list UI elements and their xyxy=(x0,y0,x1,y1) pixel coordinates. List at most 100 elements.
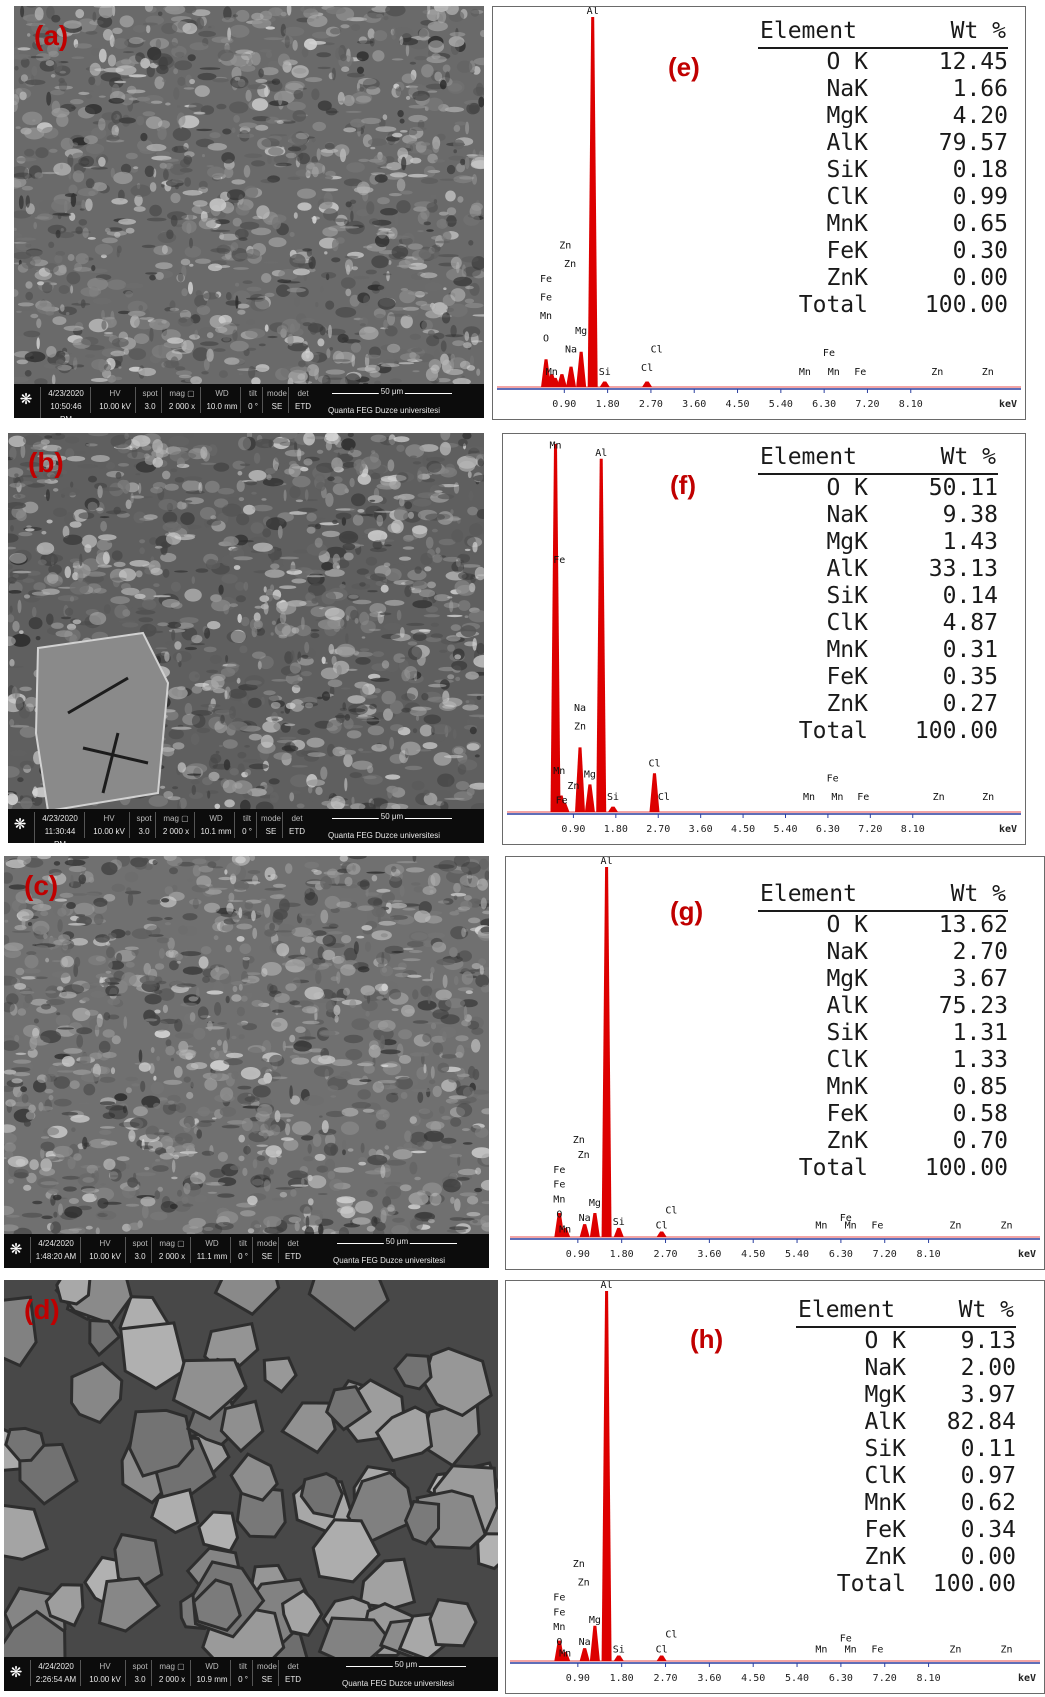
sem-surface-texture xyxy=(4,856,489,1234)
scale-bar-label: 50 μm xyxy=(378,812,406,821)
info-det: det ETD xyxy=(282,812,311,838)
peak-label: Al xyxy=(595,448,607,459)
eds-panel-label: (f) xyxy=(670,470,696,500)
peak-label: Fe xyxy=(553,1165,565,1176)
table-header: Element Wt % xyxy=(758,18,1008,49)
scale-bar-label: 50 μm xyxy=(378,387,406,396)
sem-info-bar: ❋ 4/23/2020 11:30:44 PM HV 10.00 kV spot 3.0 ma… xyxy=(8,809,484,843)
element-name: NaK xyxy=(826,76,868,102)
peak-label: Fe xyxy=(553,1592,565,1603)
element-name: ZnK xyxy=(826,1128,868,1154)
peak-label: Zn xyxy=(573,1135,585,1146)
table-row: SiK 0.11 xyxy=(796,1436,1016,1463)
spectrum-peak xyxy=(596,458,607,812)
eds-panel-label: (g) xyxy=(670,896,704,926)
element-name: ClK xyxy=(826,610,868,636)
table-row: MgK 1.43 xyxy=(758,529,998,556)
peak-label: Si xyxy=(607,792,619,803)
weight-percent: 0.00 xyxy=(952,265,1008,291)
info-tilt-value: 0 ° xyxy=(238,1252,248,1261)
x-tick-label: 0.90 xyxy=(566,1249,590,1260)
weight-percent: 4.20 xyxy=(952,103,1008,129)
element-name: MgK xyxy=(826,103,868,129)
x-tick-label: 4.50 xyxy=(725,399,749,410)
table-row: Total 100.00 xyxy=(758,292,1008,319)
eds-spectrum-chart: 0.90 1.80 2.70 3.60 4.50 5.40 6.30 7.20 8.10 keV A… xyxy=(510,1281,1040,1684)
spectrum-peak xyxy=(554,1640,565,1661)
info-wd: WD 10.1 mm xyxy=(194,812,237,838)
peak-label: Mn xyxy=(803,792,815,803)
peak-label: Al xyxy=(601,857,613,867)
weight-percent: 9.38 xyxy=(942,502,998,528)
table-row: AlK 82.84 xyxy=(796,1409,1016,1436)
info-det-key: det xyxy=(291,814,303,823)
info-det: det ETD xyxy=(278,1237,307,1263)
fei-logo-icon: ❋ xyxy=(19,391,33,408)
peak-label: Fe xyxy=(823,348,835,359)
table-row: Total 100.00 xyxy=(758,718,998,745)
peak-label: Zn xyxy=(578,1150,590,1161)
x-tick-label: 1.80 xyxy=(610,1673,634,1684)
header-wt: Wt % xyxy=(958,1297,1014,1323)
peak-label: Mg xyxy=(575,326,587,337)
info-time-value: 10:50:46 PM xyxy=(50,402,82,418)
spectrum-peak xyxy=(649,773,660,812)
peak-label: Cl xyxy=(665,1206,677,1217)
x-tick-label: 2.70 xyxy=(653,1673,677,1684)
sem-micrograph: (a) ❋ 4/23/2020 10:50:46 PM HV 10.00 kV spot 3.… xyxy=(14,6,484,418)
element-name: AlK xyxy=(864,1409,906,1435)
table-row: ClK 0.99 xyxy=(758,184,1008,211)
peak-label: Zn xyxy=(567,781,579,792)
composition-table: Element Wt % O K 50.11 NaK 9.38 MgK 1.43 AlK 33.1… xyxy=(758,444,998,745)
info-tilt-value: 0 ° xyxy=(238,1675,248,1684)
info-mode: mode SE xyxy=(262,387,291,413)
x-tick-label: 1.80 xyxy=(596,399,620,410)
info-wd-value: 11.1 mm xyxy=(196,1252,228,1261)
element-name: O K xyxy=(826,49,868,75)
info-mag-value: 2 000 x xyxy=(158,1675,186,1684)
element-name: AlK xyxy=(826,130,868,156)
info-wd-value: 10.0 mm xyxy=(206,402,238,411)
spectrum-peak xyxy=(554,1212,565,1237)
info-mode-key: mode xyxy=(256,1662,277,1671)
peak-label: Mg xyxy=(589,1615,601,1626)
element-name: ZnK xyxy=(826,265,868,291)
info-mode: mode SE xyxy=(256,812,285,838)
table-row: ZnK 0.00 xyxy=(796,1544,1016,1571)
weight-percent: 0.30 xyxy=(952,238,1008,264)
table-row: AlK 79.57 xyxy=(758,130,1008,157)
composition-table: Element Wt % O K 12.45 NaK 1.66 MgK 4.20 AlK 79.5… xyxy=(758,18,1008,319)
element-name: Total xyxy=(836,1571,906,1597)
info-tilt-value: 0 ° xyxy=(242,827,252,836)
info-wd: WD 10.0 mm xyxy=(200,387,243,413)
x-tick-label: 3.60 xyxy=(682,399,706,410)
peak-label: Cl xyxy=(665,1630,677,1641)
spectrum-peak xyxy=(541,359,552,387)
weight-percent: 100.00 xyxy=(924,292,1008,318)
table-row: MgK 4.20 xyxy=(758,103,1008,130)
info-det-value: ETD xyxy=(289,827,305,836)
table-header: Element Wt % xyxy=(796,1297,1016,1328)
element-name: O K xyxy=(826,475,868,501)
peak-label: Fe xyxy=(871,1221,883,1232)
peak-label: Fe xyxy=(553,555,565,566)
peak-label: Fe xyxy=(840,1213,852,1224)
weight-percent: 13.62 xyxy=(938,912,1008,938)
peak-label: Zn xyxy=(1000,1221,1012,1232)
scale-bar-label: 50 μm xyxy=(383,1237,411,1246)
info-tilt: tilt 0 ° xyxy=(230,1237,255,1263)
info-hv-value: 10.00 kV xyxy=(99,402,131,411)
weight-percent: 1.66 xyxy=(952,76,1008,102)
eds-spectrum-chart: 0.90 1.80 2.70 3.60 4.50 5.40 6.30 7.20 8.10 keV O… xyxy=(507,440,1021,835)
info-mag: mag ▢ 2 000 x xyxy=(161,387,202,413)
peak-label: Zn xyxy=(982,367,994,378)
table-row: NaK 1.66 xyxy=(758,76,1008,103)
info-det-key: det xyxy=(297,389,309,398)
x-tick-label: 7.20 xyxy=(855,399,879,410)
info-date-value: 4/23/2020 xyxy=(48,389,84,398)
info-mode-value: SE xyxy=(261,1675,273,1684)
instrument-name: Quanta FEG Duzce universitesi xyxy=(327,406,441,415)
sem-panel-label: (d) xyxy=(24,1294,60,1325)
element-name: MnK xyxy=(864,1490,906,1516)
peak-label: Zn xyxy=(564,259,576,270)
